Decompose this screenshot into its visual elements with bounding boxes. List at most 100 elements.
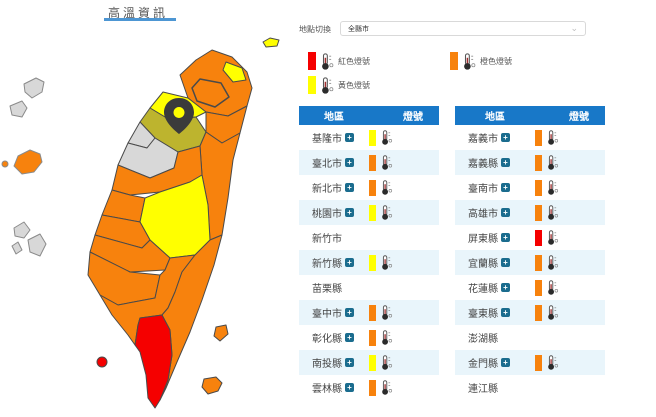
signal-color-bar [535,179,542,196]
county-name[interactable]: 臺中市 + [299,305,369,320]
location-select[interactable]: 全縣市 ⌄ [340,21,586,36]
map-region-xiaoliuqiu[interactable] [96,356,108,368]
map-region-penghu[interactable] [11,241,23,255]
expand-plus-icon[interactable]: + [345,258,354,267]
thermometer-icon [322,76,334,94]
expand-plus-icon[interactable]: + [501,308,510,317]
expand-plus-icon[interactable]: + [345,383,354,392]
table-row: 宜蘭縣 + [455,250,605,275]
signal-cell [535,254,605,271]
expand-plus-icon[interactable]: + [501,283,510,292]
county-name-label: 高雄市 [468,209,498,220]
map-region-penghu[interactable] [13,221,31,239]
thermometer-icon [464,52,476,70]
expand-plus-icon[interactable]: + [501,358,510,367]
thermometer-icon [548,130,559,145]
expand-plus-icon[interactable]: + [345,208,354,217]
signal-color-bar [369,154,376,171]
county-name[interactable]: 彰化縣 + [299,330,369,345]
map-region-penghu[interactable] [27,233,47,257]
county-name[interactable]: 雲林縣 + [299,380,369,395]
expand-plus-icon[interactable]: + [501,133,510,142]
table-row: 雲林縣 + [299,375,439,400]
county-name[interactable]: 新竹縣 + [299,255,369,270]
thermometer-icon [382,380,393,395]
table-row: 嘉義縣 + [455,150,605,175]
county-name[interactable]: 高雄市 + [455,205,535,220]
table-row: 臺南市 + [455,175,605,200]
page-title: 高溫資訊 [108,6,169,20]
county-name[interactable]: 基隆市 + [299,130,369,145]
county-name: 新竹市 [299,230,369,245]
county-name[interactable]: 桃園市 + [299,205,369,220]
map-region-taipei[interactable] [191,78,230,108]
county-name-label: 臺南市 [468,184,498,195]
county-name[interactable]: 金門縣 + [455,355,535,370]
county-name[interactable]: 臺東縣 + [455,305,535,320]
signal-cell [535,154,605,171]
county-name-label: 新竹縣 [312,259,342,270]
legend-item-orange: 橙色燈號 [450,52,512,70]
thermometer-icon [548,280,559,295]
table-row: 高雄市 + [455,200,605,225]
county-name-label: 雲林縣 [312,384,342,395]
county-name-label: 苗栗縣 [312,284,342,295]
map-region-keelung-islet[interactable] [262,37,280,48]
map-region-lienchiang[interactable] [23,77,45,99]
map-region-pingtung[interactable] [134,314,173,409]
signal-color-bar [535,204,542,221]
map-region-keelung[interactable] [222,61,247,83]
map-region-kinmen-islet[interactable] [1,160,9,168]
expand-plus-icon[interactable]: + [345,358,354,367]
location-switcher-label: 地點切換 [299,25,331,34]
location-select-value: 全縣市 [348,25,369,33]
expand-plus-icon[interactable]: + [501,183,510,192]
warning-table-west: 地區 燈號 基隆市 + 臺北市 + 新北市 + 桃園市 + 新竹市 新竹縣 + 苗栗縣 臺中市 + 彰化縣 + 南投… [299,106,439,400]
expand-plus-icon[interactable]: + [501,233,510,242]
map-region-lienchiang[interactable] [9,100,28,118]
thermometer-icon [382,155,393,170]
title-underline [104,18,176,21]
expand-plus-icon[interactable]: + [501,258,510,267]
county-name[interactable]: 臺南市 + [455,180,535,195]
county-name[interactable]: 臺北市 + [299,155,369,170]
map-region-green-island[interactable] [213,324,229,342]
column-header-signal: 燈號 [403,112,423,123]
map-region-orchid-island[interactable] [201,376,223,395]
expand-plus-icon[interactable]: + [345,333,354,342]
signal-cell [369,179,439,196]
column-header-area: 地區 [324,112,344,123]
table-row: 臺中市 + [299,300,439,325]
expand-plus-icon[interactable]: + [345,133,354,142]
county-name-label: 南投縣 [312,359,342,370]
expand-plus-icon[interactable]: + [345,183,354,192]
county-name[interactable]: 嘉義縣 + [455,155,535,170]
expand-plus-icon[interactable]: + [501,158,510,167]
county-name-label: 彰化縣 [312,334,342,345]
signal-color-bar [535,304,542,321]
county-name[interactable]: 屏東縣 + [455,230,535,245]
county-name[interactable]: 嘉義市 + [455,130,535,145]
signal-color-bar [535,229,542,246]
signal-cell [369,329,439,346]
table-row: 屏東縣 + [455,225,605,250]
county-name-label: 基隆市 [312,134,342,145]
county-name[interactable]: 新北市 + [299,180,369,195]
county-name-label: 嘉義縣 [468,159,498,170]
thermometer-icon [382,180,393,195]
county-name[interactable]: 宜蘭縣 + [455,255,535,270]
table-row: 嘉義市 + [455,125,605,150]
expand-plus-icon[interactable]: + [345,158,354,167]
county-name-label: 宜蘭縣 [468,259,498,270]
signal-cell [369,254,439,271]
taiwan-warning-map [1,37,280,409]
expand-plus-icon[interactable]: + [345,308,354,317]
column-header-signal: 燈號 [569,112,589,123]
map-region-kinmen[interactable] [13,149,43,175]
signal-cell [535,229,605,246]
thermometer-icon [382,130,393,145]
expand-plus-icon[interactable]: + [501,208,510,217]
county-name[interactable]: 花蓮縣 + [455,280,535,295]
county-name-label: 連江縣 [468,384,498,395]
county-name[interactable]: 南投縣 + [299,355,369,370]
